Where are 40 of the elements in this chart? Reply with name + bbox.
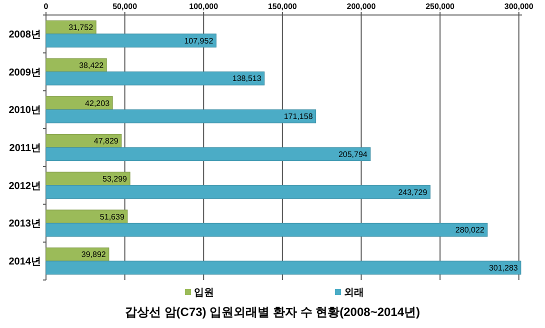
data-label: 38,422 [79,60,104,70]
data-label: 107,952 [184,36,214,46]
data-label: 42,203 [85,98,110,108]
y-tick-label: 2009년 [8,67,41,78]
x-tick-label: 0 [44,2,49,11]
x-tick-label: 300,000 [504,2,534,11]
data-label: 301,283 [488,263,518,272]
bar [46,185,430,199]
bar [46,147,371,162]
data-label: 280,022 [455,226,485,235]
bar [46,71,265,86]
bar [46,210,128,224]
data-label: 243,729 [398,188,428,197]
y-tick-label: 2014년 [8,256,41,268]
x-tick-label: 50,000 [112,2,138,11]
data-label: 31,752 [68,23,94,32]
x-tick-label: 150,000 [268,2,298,11]
bar [46,260,522,275]
bar [46,34,216,48]
y-tick-label: 2013년 [8,218,41,230]
bar [46,222,488,237]
x-tick-label: 100,000 [189,2,219,11]
text: 갑상선 암(C73) 입원외래별 환자 수 현황(2008~2014년) [124,305,420,319]
y-tick-label: 2010년 [8,105,41,116]
data-label: 47,829 [94,136,119,146]
bar [46,109,316,124]
data-label: 205,794 [338,150,368,159]
data-label: 171,158 [284,112,314,122]
legend-label: 외래 [344,288,364,298]
data-label: 51,639 [100,212,125,222]
y-tick-label: 2012년 [8,180,41,192]
x-tick-label: 250,000 [426,2,456,11]
data-label: 39,892 [81,250,106,260]
data-label: 53,299 [102,174,128,184]
x-tick-label: 200,000 [346,2,376,11]
bar [46,96,113,110]
data-label: 138,513 [232,74,262,84]
y-tick-label: 2011년 [9,143,41,154]
legend-label: 입원 [194,288,214,298]
y-tick-label: 2008년 [8,29,41,40]
